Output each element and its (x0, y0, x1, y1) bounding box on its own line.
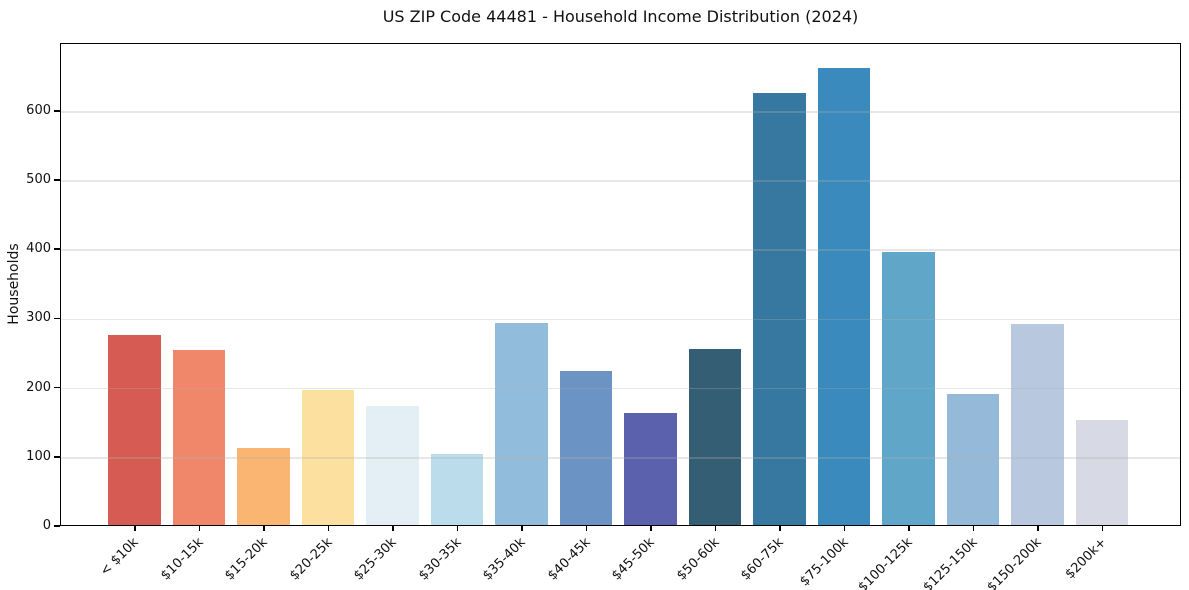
x-tick-mark (779, 526, 781, 531)
bar-15-20k (237, 447, 290, 526)
bar-100-125k (882, 252, 935, 526)
x-tick-mark (198, 526, 201, 531)
y-tick-mark (54, 248, 60, 250)
bar-10-15k (172, 350, 226, 526)
bar-50-60k (688, 349, 742, 526)
bar-200k (1075, 420, 1129, 526)
y-tick-mark (54, 179, 60, 181)
x-tick-mark (972, 526, 975, 531)
bar-25-30k (366, 406, 419, 526)
gridline (61, 180, 1180, 182)
x-tick-mark (327, 526, 330, 531)
y-tick-label: 200 (26, 379, 51, 395)
bar-75-100k (817, 68, 871, 526)
gridline (61, 457, 1180, 459)
x-tick-label: < $10k (97, 535, 142, 580)
bar-60-75k (753, 93, 806, 526)
x-tick-mark (650, 526, 652, 531)
bar-20-25k (301, 389, 355, 526)
x-tick-mark (585, 526, 588, 531)
y-tick-label: 600 (26, 102, 51, 118)
chart-title: US ZIP Code 44481 - Household Income Dis… (382, 7, 859, 26)
y-tick-label: 500 (26, 172, 51, 187)
plot-area (60, 43, 1181, 526)
bar-125-150k (946, 394, 1000, 526)
y-tick-label: 300 (26, 310, 51, 326)
bar-45-50k (624, 412, 677, 526)
x-tick-mark (908, 526, 910, 531)
y-tick-mark (54, 456, 60, 458)
y-tick-mark (54, 317, 60, 320)
x-tick-mark (843, 526, 846, 531)
bar-10k (108, 334, 161, 526)
x-tick-mark (521, 526, 523, 531)
x-tick-mark (1037, 526, 1039, 531)
y-tick-label: 400 (26, 241, 51, 257)
x-tick-mark (263, 526, 265, 531)
gridline (61, 318, 1180, 321)
y-tick-mark (54, 110, 60, 112)
x-tick-mark (134, 526, 136, 531)
y-tick-mark (54, 525, 60, 527)
x-tick-mark (714, 526, 717, 531)
y-tick-mark (54, 386, 60, 389)
bar-40-45k (559, 371, 613, 526)
x-tick-mark (456, 526, 459, 531)
y-tick-label: 100 (26, 448, 51, 464)
x-tick-mark (1101, 526, 1104, 531)
bar-30-35k (430, 453, 484, 526)
gridline (61, 111, 1180, 113)
x-tick-mark (392, 526, 394, 531)
y-tick-label: 0 (42, 518, 51, 533)
gridline (61, 249, 1180, 251)
gridline (61, 387, 1180, 390)
bar-35-40k (495, 323, 548, 526)
bar-150-200k (1011, 324, 1064, 526)
